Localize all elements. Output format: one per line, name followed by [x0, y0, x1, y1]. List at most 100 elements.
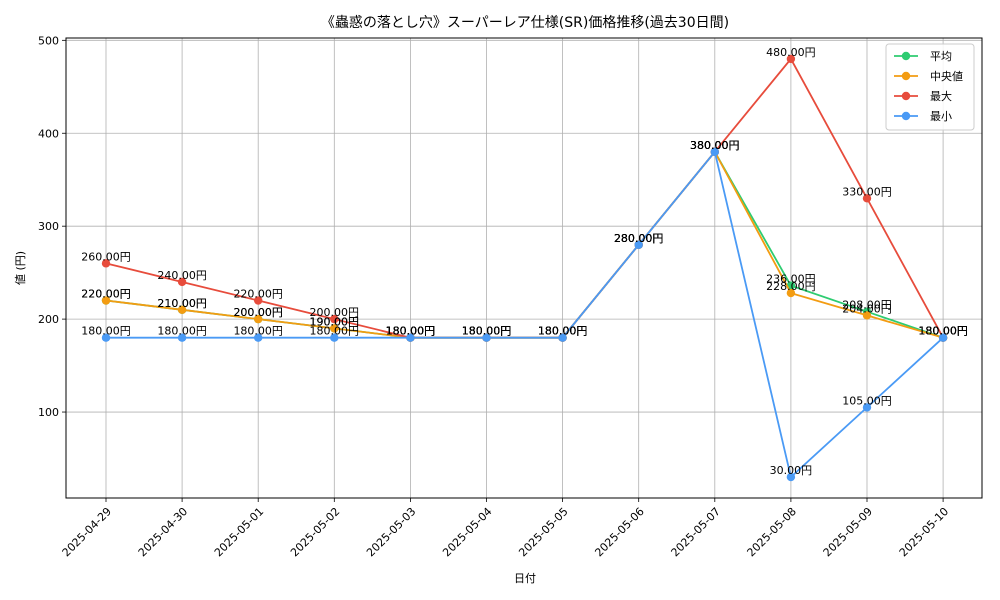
- data-point: [862, 403, 872, 412]
- y-tick-label: 100: [38, 406, 59, 419]
- data-label: 240.00円: [157, 269, 207, 282]
- data-label: 180.00円: [310, 325, 360, 338]
- legend-marker: [901, 71, 911, 81]
- x-tick-label: 2025-05-09: [821, 505, 875, 559]
- data-point: [101, 333, 111, 342]
- data-label: 480.00円: [766, 46, 816, 59]
- data-label: 180.00円: [462, 325, 512, 338]
- data-point: [330, 314, 339, 324]
- x-tick-label: 2025-05-10: [897, 505, 951, 559]
- plot-area: [66, 38, 982, 498]
- data-label: 180.00円: [918, 325, 968, 338]
- data-point: [862, 194, 872, 203]
- data-label: 380.00円: [690, 139, 740, 152]
- data-label: 220.00円: [81, 288, 131, 301]
- data-label: 180.00円: [462, 325, 512, 338]
- grid-lines: [66, 38, 982, 498]
- data-point: [558, 333, 567, 342]
- data-label: 330.00円: [842, 185, 892, 198]
- x-tick-label: 2025-05-03: [364, 505, 418, 559]
- y-tick-label: 200: [38, 313, 59, 326]
- data-label: 210.00円: [157, 297, 207, 310]
- legend-label: 中央値: [930, 70, 963, 83]
- data-label: 200.00円: [233, 306, 283, 319]
- x-tick-label: 2025-04-29: [60, 505, 114, 559]
- data-point: [710, 147, 719, 157]
- legend-label: 平均: [930, 50, 952, 63]
- data-label: 180.00円: [918, 325, 968, 338]
- x-tick-label: 2025-05-05: [516, 505, 570, 559]
- x-tick-label: 2025-05-04: [440, 505, 494, 559]
- data-label: 280.00円: [614, 232, 664, 245]
- data-point: [330, 333, 339, 342]
- data-label: 180.00円: [538, 325, 588, 338]
- data-label: 180.00円: [918, 325, 968, 338]
- plot-frame: [65, 37, 983, 499]
- x-axis-label: 日付: [514, 572, 536, 585]
- y-tick-label: 400: [38, 127, 59, 140]
- data-label: 180.00円: [81, 325, 131, 338]
- data-label: 208.00円: [842, 299, 892, 312]
- series-line: [106, 149, 944, 479]
- series-group: [101, 54, 948, 482]
- data-label: 200.00円: [233, 306, 283, 319]
- data-label: 204.00円: [842, 302, 892, 315]
- data-label: 200.00円: [310, 306, 360, 319]
- legend-marker: [901, 91, 911, 101]
- data-label: 180.00円: [386, 325, 436, 338]
- data-label: 180.00円: [157, 325, 207, 338]
- data-label: 180.00円: [386, 325, 436, 338]
- data-label: 180.00円: [538, 325, 588, 338]
- data-point: [786, 472, 796, 482]
- data-label: 105.00円: [842, 394, 892, 407]
- data-label: 236.00円: [766, 273, 816, 286]
- data-label: 260.00円: [81, 250, 131, 263]
- legend-marker: [901, 51, 911, 61]
- data-point: [177, 333, 187, 342]
- data-label: 180.00円: [918, 325, 968, 338]
- data-label: 180.00円: [462, 325, 512, 338]
- data-label: 220.00円: [81, 288, 131, 301]
- y-tick-label: 500: [38, 34, 59, 47]
- data-label: 180.00円: [538, 325, 588, 338]
- data-label: 280.00円: [614, 232, 664, 245]
- data-label: 380.00円: [690, 139, 740, 152]
- legend-box: [885, 43, 975, 131]
- data-point: [862, 311, 872, 320]
- data-point: [786, 288, 796, 298]
- x-axis-ticks: 2025-04-29 2025-04-30 2025-05-01 2025-05-02…: [60, 498, 951, 559]
- data-label: 210.00円: [157, 297, 207, 310]
- legend-label: 最小: [930, 110, 952, 123]
- x-tick-label: 2025-04-30: [136, 505, 190, 559]
- chart-title: 《蟲惑の落とし穴》スーパーレア仕様(SR)価格推移(過去30日間): [321, 15, 729, 31]
- x-tick-label: 2025-05-01: [212, 505, 266, 559]
- data-label: 280.00円: [614, 232, 664, 245]
- data-label: 180.00円: [386, 325, 436, 338]
- x-tick-label: 2025-05-02: [288, 505, 342, 559]
- data-label: 180.00円: [386, 325, 436, 338]
- data-label: 280.00円: [614, 232, 664, 245]
- data-point: [101, 296, 111, 305]
- data-point: [482, 333, 491, 342]
- data-point: [101, 259, 111, 268]
- data-label: 180.00円: [233, 325, 283, 338]
- x-tick-label: 2025-05-06: [592, 505, 646, 559]
- data-point: [406, 333, 415, 342]
- data-point: [254, 333, 263, 342]
- data-label: 180.00円: [462, 325, 512, 338]
- data-point: [254, 314, 263, 324]
- data-point: [634, 240, 643, 249]
- data-label: 30.00円: [770, 464, 813, 477]
- data-point: [177, 305, 187, 315]
- y-axis-ticks: 100 200 300 400 500: [38, 34, 66, 419]
- data-label: 380.00円: [690, 139, 740, 152]
- data-point: [177, 277, 187, 287]
- data-label: 190.00円: [310, 315, 360, 328]
- y-tick-label: 300: [38, 220, 59, 233]
- x-tick-label: 2025-05-07: [669, 505, 723, 559]
- data-label: 180.00円: [538, 325, 588, 338]
- y-axis-label: 値 (円): [14, 251, 27, 285]
